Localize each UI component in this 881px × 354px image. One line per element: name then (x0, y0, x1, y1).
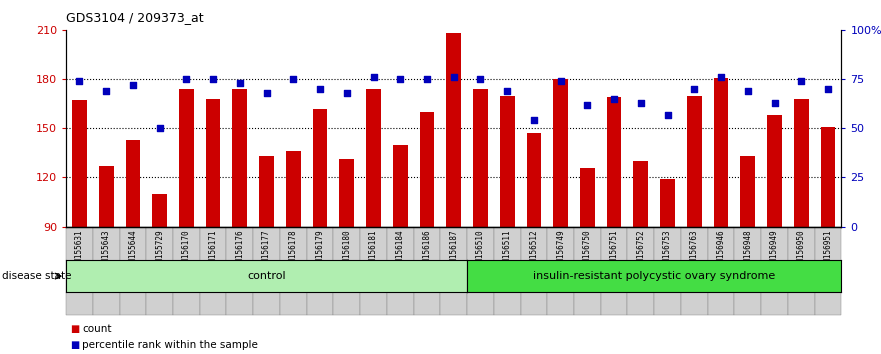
Bar (179, 89, 194, 227)
Text: ■: ■ (70, 324, 79, 334)
Bar (794, 99, 809, 227)
Bar (126, 140, 140, 227)
Bar (761, 227, 788, 315)
Text: count: count (82, 324, 111, 334)
Point (152, 125, 167, 131)
Bar (815, 227, 841, 315)
Bar (307, 227, 333, 315)
Bar (521, 227, 547, 315)
Point (607, 96, 621, 102)
Bar (226, 227, 253, 315)
Point (473, 76, 487, 82)
Point (100, 88, 114, 94)
Point (447, 74, 461, 80)
Text: GDS3104 / 209373_at: GDS3104 / 209373_at (66, 11, 204, 24)
Bar (447, 33, 461, 227)
Bar (253, 227, 280, 315)
Bar (173, 227, 200, 315)
Point (794, 78, 808, 84)
Bar (714, 78, 729, 227)
Point (741, 88, 755, 94)
Bar (633, 161, 648, 227)
Point (420, 76, 434, 82)
Bar (366, 89, 381, 227)
Bar (788, 227, 815, 315)
Point (714, 74, 728, 80)
Bar (740, 156, 755, 227)
Bar (393, 145, 408, 227)
Point (366, 74, 381, 80)
Bar (280, 227, 307, 315)
Bar (660, 179, 675, 227)
Bar (494, 227, 521, 315)
Bar (580, 168, 595, 227)
Point (313, 86, 327, 92)
Bar (313, 109, 328, 227)
Bar (152, 194, 167, 227)
Bar (820, 127, 835, 227)
Bar (72, 101, 87, 227)
Text: percentile rank within the sample: percentile rank within the sample (82, 340, 258, 350)
Point (527, 118, 541, 123)
Bar (607, 97, 621, 227)
Point (661, 112, 675, 118)
Point (553, 78, 567, 84)
Point (126, 82, 140, 88)
Point (180, 76, 194, 82)
Point (821, 86, 835, 92)
Text: control: control (248, 271, 286, 281)
Bar (200, 227, 226, 315)
Text: insulin-resistant polycystic ovary syndrome: insulin-resistant polycystic ovary syndr… (533, 271, 775, 281)
Point (581, 102, 595, 108)
Point (500, 88, 515, 94)
Text: ■: ■ (70, 340, 79, 350)
Bar (767, 115, 781, 227)
Bar (286, 151, 300, 227)
Point (72, 78, 86, 84)
Point (206, 76, 220, 82)
Bar (233, 89, 248, 227)
Bar (553, 79, 568, 227)
Point (340, 90, 354, 96)
Bar (473, 89, 488, 227)
Bar (574, 227, 601, 315)
Point (767, 100, 781, 105)
Bar (547, 227, 574, 315)
Bar (120, 227, 146, 315)
Bar (146, 227, 173, 315)
Bar (413, 227, 440, 315)
Bar (527, 133, 541, 227)
Point (286, 76, 300, 82)
Bar (333, 227, 360, 315)
Bar (206, 99, 220, 227)
Point (233, 80, 247, 86)
Bar (707, 227, 735, 315)
Bar (500, 96, 515, 227)
Bar (339, 159, 354, 227)
Point (633, 100, 648, 105)
Bar (467, 227, 494, 315)
Bar (687, 96, 701, 227)
Text: disease state: disease state (2, 271, 71, 281)
Bar (99, 166, 114, 227)
Bar (440, 227, 467, 315)
Point (393, 76, 407, 82)
Bar (655, 227, 681, 315)
Bar (387, 227, 413, 315)
Bar (419, 112, 434, 227)
Bar (360, 227, 387, 315)
Bar (627, 227, 655, 315)
Point (260, 90, 274, 96)
Bar (66, 227, 93, 315)
Bar (259, 156, 274, 227)
Bar (681, 227, 707, 315)
Bar (601, 227, 627, 315)
Bar (93, 227, 120, 315)
Bar (735, 227, 761, 315)
Point (687, 86, 701, 92)
